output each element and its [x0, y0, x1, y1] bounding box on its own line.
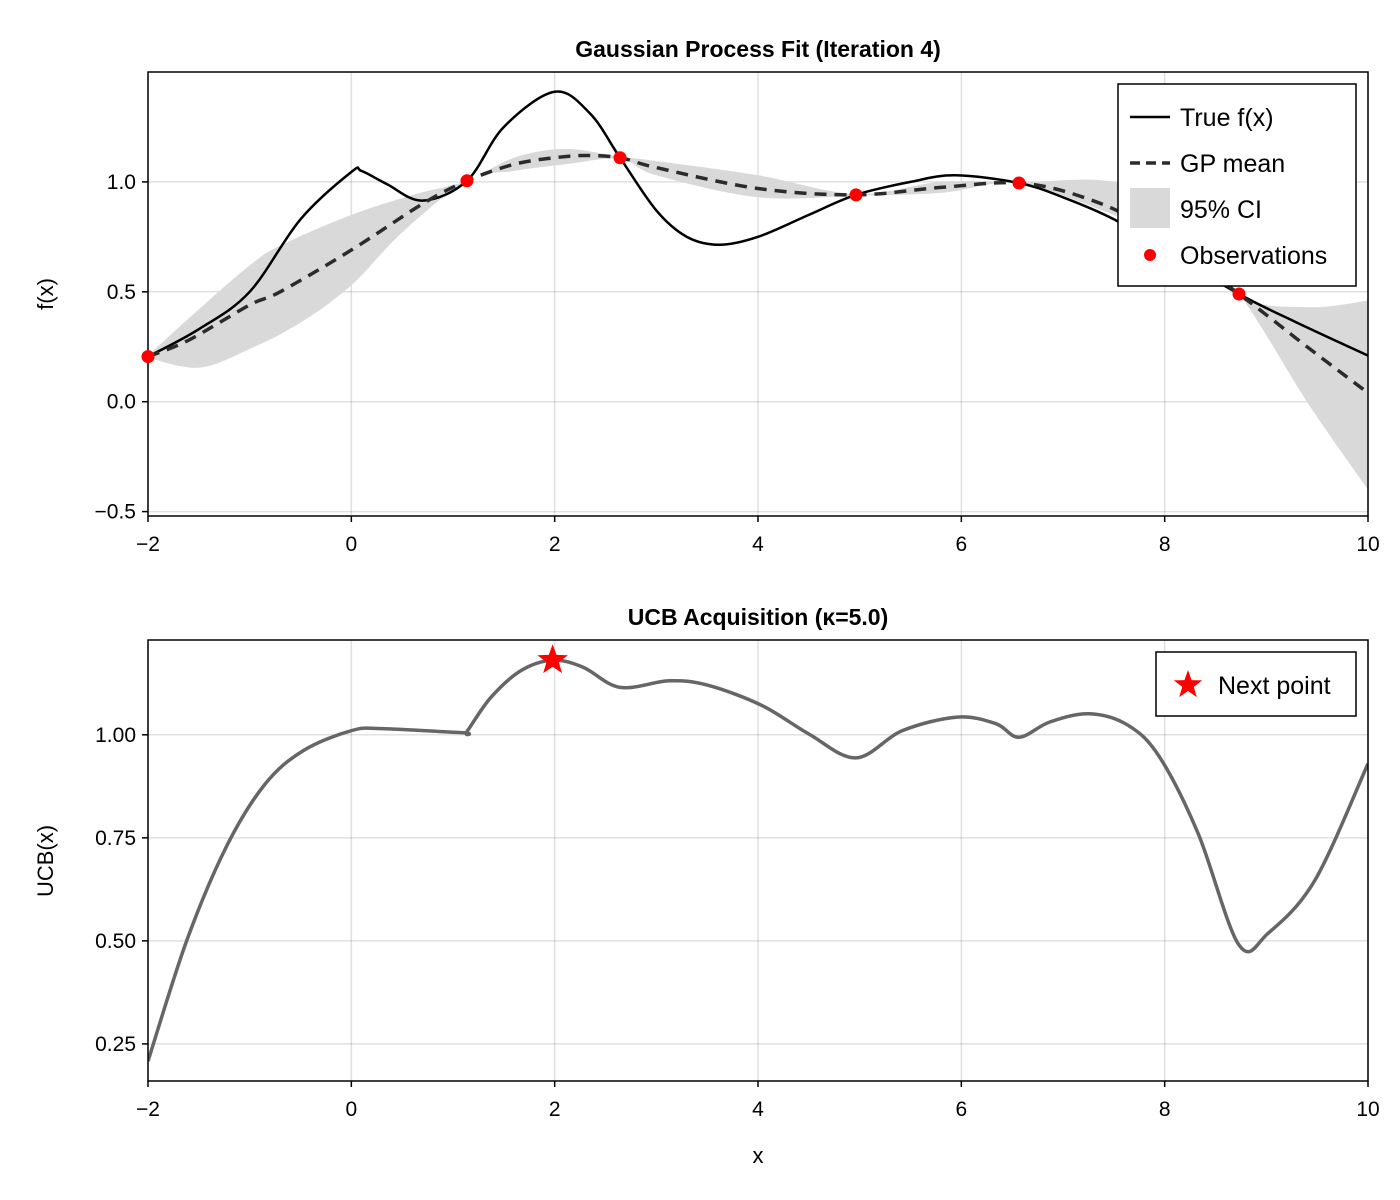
y-tick-label: 1.0 [107, 171, 136, 194]
ucb-panel: UCB Acquisition (κ=5.0) UCB(x) x −2 0 2 4 6 8… [33, 604, 1380, 1168]
y-tick-label: 0.25 [95, 1033, 136, 1056]
legend-star-icon [1173, 670, 1203, 698]
x-tick-label: −2 [136, 1098, 160, 1121]
ucb-ticks: −2 0 2 4 6 8 10 0.25 0.50 0.75 1.00 [95, 724, 1380, 1121]
x-tick-label: 8 [1159, 1098, 1171, 1121]
y-tick-label: 0.5 [107, 281, 136, 304]
x-tick-label: 10 [1356, 533, 1379, 556]
legend-observation-dot-icon [1144, 249, 1156, 261]
x-tick-label: 4 [752, 533, 764, 556]
gp-mean-line [148, 153, 1368, 395]
observation-point [460, 174, 474, 188]
ucb-title: UCB Acquisition (κ=5.0) [628, 604, 889, 630]
x-tick-label: 10 [1356, 1098, 1379, 1121]
observation-point [613, 151, 627, 165]
legend-ci-patch-icon [1130, 188, 1170, 228]
y-tick-label: 0.75 [95, 827, 136, 850]
y-tick-label: 0.50 [95, 930, 136, 953]
x-tick-label: 0 [345, 533, 357, 556]
legend-mean: GP mean [1180, 150, 1285, 178]
ucb-legend: Next point [1155, 651, 1357, 717]
x-tick-label: −2 [136, 533, 160, 556]
y-tick-label: −0.5 [95, 501, 136, 524]
ucb-line [148, 658, 1368, 1062]
ucb-ylabel: UCB(x) [33, 825, 58, 897]
next-point-star [537, 644, 568, 674]
gp-fit-title: Gaussian Process Fit (Iteration 4) [575, 36, 941, 62]
observation-point [849, 188, 863, 202]
x-tick-label: 8 [1159, 533, 1171, 556]
gp-fit-ylabel: f(x) [33, 278, 58, 310]
x-tick-label: 2 [549, 1098, 561, 1121]
legend-observations: Observations [1180, 242, 1327, 270]
y-tick-label: 1.00 [95, 724, 136, 747]
ucb-marks [148, 658, 1368, 1062]
gp-fit-panel: Gaussian Process Fit (Iteration 4) f(x) … [33, 36, 1380, 556]
ucb-xlabel: x [753, 1143, 764, 1168]
legend-next-point: Next point [1218, 672, 1331, 700]
legend-ci: 95% CI [1180, 196, 1262, 224]
observation-point [1012, 176, 1026, 190]
x-tick-label: 0 [345, 1098, 357, 1121]
gp-fit-legend: True f(x) GP mean 95% CI Observations [1117, 83, 1357, 287]
x-tick-label: 2 [549, 533, 561, 556]
observation-point [141, 350, 155, 364]
gp-fit-marks [148, 90, 1368, 490]
gp-fit-ticks: −2 0 2 4 6 8 10 −0.5 0.0 0.5 1.0 [95, 171, 1380, 556]
legend-true: True f(x) [1180, 104, 1274, 132]
x-tick-label: 4 [752, 1098, 764, 1121]
x-tick-label: 6 [955, 533, 967, 556]
observation-point [1232, 287, 1246, 301]
y-tick-label: 0.0 [107, 391, 136, 414]
x-tick-label: 6 [955, 1098, 967, 1121]
true-function-line [148, 90, 1368, 358]
